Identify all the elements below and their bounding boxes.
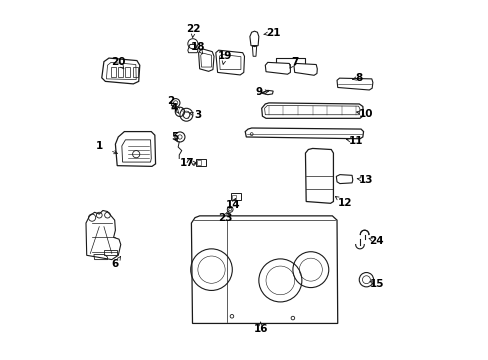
- Text: 13: 13: [359, 175, 373, 185]
- Text: 14: 14: [225, 200, 240, 210]
- Text: 24: 24: [368, 236, 383, 246]
- Text: 1: 1: [96, 141, 102, 151]
- Text: 11: 11: [348, 136, 362, 146]
- Text: 16: 16: [253, 324, 267, 334]
- Bar: [125, 67, 130, 77]
- Text: 7: 7: [290, 57, 298, 67]
- Text: 15: 15: [369, 279, 384, 289]
- Text: 20: 20: [111, 57, 125, 67]
- Text: 18: 18: [190, 42, 204, 52]
- Text: 10: 10: [359, 109, 373, 119]
- Text: 8: 8: [355, 73, 362, 83]
- Bar: [230, 193, 241, 200]
- Bar: [132, 67, 137, 77]
- Text: 19: 19: [217, 51, 231, 61]
- Bar: [118, 67, 123, 77]
- Text: 22: 22: [186, 24, 201, 35]
- Text: 2: 2: [167, 96, 174, 106]
- Bar: [197, 160, 201, 165]
- Text: 5: 5: [171, 132, 178, 142]
- Text: 6: 6: [112, 259, 119, 269]
- Text: 21: 21: [265, 28, 280, 38]
- Bar: [111, 67, 116, 77]
- Text: 3: 3: [194, 111, 201, 121]
- Text: 9: 9: [255, 87, 262, 97]
- Text: 17: 17: [180, 158, 194, 168]
- Text: 23: 23: [218, 213, 233, 222]
- Bar: [196, 159, 206, 166]
- Text: 12: 12: [337, 198, 351, 208]
- Bar: [231, 195, 235, 199]
- Text: 4: 4: [170, 103, 178, 113]
